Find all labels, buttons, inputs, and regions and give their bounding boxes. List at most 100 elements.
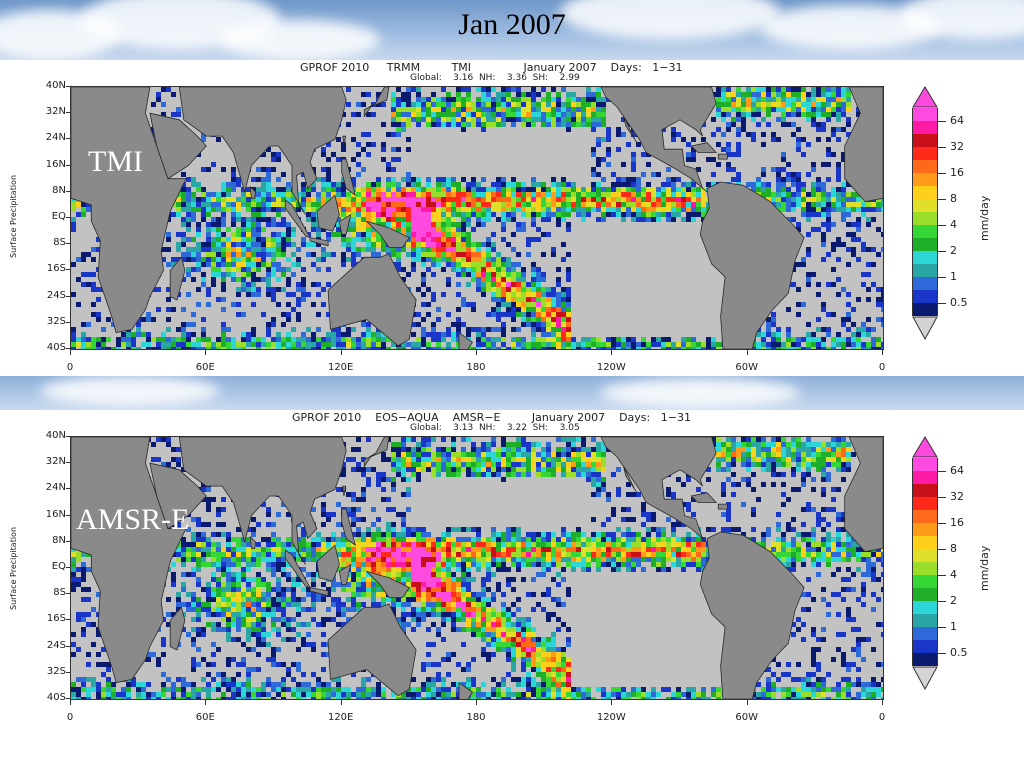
colorbar-tick-mark	[938, 627, 946, 628]
sensor-label: TMI	[88, 145, 143, 178]
colorbar-segment	[912, 601, 938, 614]
latitude-tick-mark	[66, 295, 70, 297]
colorbar-tick-label: 8	[950, 192, 957, 205]
sri-lanka-island	[249, 185, 256, 199]
latitude-tick-label: 8N	[52, 184, 66, 196]
colorbar-segment	[912, 238, 938, 251]
longitude-tick-label: 60W	[735, 362, 758, 373]
colorbar-segment	[912, 549, 938, 562]
colorbar-segment	[912, 225, 938, 238]
new-guinea-island	[366, 220, 410, 248]
longitude-tick-label: 60E	[195, 712, 215, 723]
colorbar-tick-mark	[938, 303, 946, 304]
arabia-landmass	[149, 112, 207, 180]
colorbar-tick-label: 64	[950, 114, 964, 127]
latitude-tick-mark	[66, 488, 70, 490]
colorbar-tick-label: 4	[950, 218, 957, 231]
latitude-tick-mark	[66, 217, 70, 218]
land-masses	[71, 87, 883, 349]
latitude-tick-label: 32N	[45, 106, 66, 118]
colorbar-segment	[912, 212, 938, 225]
latitude-tick-mark	[66, 593, 70, 595]
colorbar-segment	[912, 277, 938, 290]
colorbar-tick-label: 4	[950, 568, 957, 581]
colorbar-tick-mark	[938, 147, 946, 148]
latitude-tick-mark	[66, 190, 70, 192]
latitude-tick-mark	[66, 540, 70, 542]
colorbar-tick-mark	[938, 225, 946, 226]
colorbar-tick-label: 1	[950, 270, 957, 283]
precipitation-map	[70, 86, 884, 350]
latitude-tick-label: 8N	[52, 534, 66, 546]
colorbar-tick-mark	[938, 575, 946, 576]
colorbar-segment	[912, 173, 938, 186]
y-axis-title: Surface Precipitation	[9, 526, 18, 610]
latitude-tick-mark	[66, 243, 70, 245]
colorbar-tick-label: 16	[950, 166, 964, 179]
borneo-island	[316, 194, 340, 232]
latitude-tick-label: 40N	[45, 80, 66, 91]
colorbar-tick-mark	[938, 121, 946, 122]
colorbar-tick-mark	[938, 251, 946, 252]
latitude-tick-mark	[66, 138, 70, 140]
longitude-tick-label: 0	[66, 362, 74, 373]
colorbar-tick-mark	[938, 523, 946, 524]
new-guinea-island	[366, 570, 410, 598]
precipitation-map	[70, 436, 884, 700]
cuba-island	[690, 492, 718, 503]
colorbar-unit-label: mm/day	[978, 545, 991, 591]
colorbar-tick-mark	[938, 277, 946, 278]
south-america-landmass	[699, 181, 805, 349]
latitude-tick-mark	[66, 462, 70, 464]
slide-title: Jan 2007	[458, 8, 566, 41]
colorbar-min-arrow	[912, 666, 938, 690]
latitude-tick-mark	[66, 619, 70, 621]
longitude-tick-mark	[476, 700, 477, 705]
cuba-island	[690, 142, 718, 153]
longitude-tick-label: 0	[66, 712, 74, 723]
latitude-tick-mark	[66, 269, 70, 271]
longitude-tick-label: 120E	[327, 712, 354, 723]
colorbar-segment	[912, 575, 938, 588]
colorbar	[912, 86, 938, 340]
latitude-tick-mark	[66, 112, 70, 114]
colorbar-tick-label: 16	[950, 516, 964, 529]
colorbar-segment	[912, 458, 938, 471]
colorbar-segment	[912, 199, 938, 212]
japan-island	[363, 87, 390, 118]
sumatra-island	[284, 549, 311, 589]
north-america-landmass	[600, 87, 717, 193]
latitude-tick-label: 24S	[46, 289, 66, 301]
africa-west-edge	[844, 437, 883, 553]
colorbar-segment	[912, 264, 938, 277]
java-island	[309, 587, 329, 597]
latitude-tick-label: 24N	[45, 482, 66, 494]
hispaniola-island	[717, 503, 728, 510]
panel-header-line1: GPROF 2010 EOS−AQUA AMSR−E January 2007 …	[292, 411, 691, 424]
latitude-tick-label: 8S	[53, 587, 66, 599]
new-zealand-island	[458, 681, 474, 699]
latitude-tick-label: 8S	[53, 237, 66, 249]
colorbar-segment	[912, 523, 938, 536]
colorbar-tick-mark	[938, 653, 946, 654]
colorbar-segment	[912, 121, 938, 134]
colorbar-tick-label: 0.5	[950, 296, 968, 309]
latitude-tick-label: 32S	[46, 665, 66, 677]
panel-header-line1: GPROF 2010 TRMM TMI January 2007 Days: 1…	[300, 61, 683, 74]
colorbar-segment	[912, 653, 938, 666]
sri-lanka-island	[249, 535, 256, 549]
philippines-island	[341, 158, 356, 197]
asia-landmass	[178, 437, 347, 565]
sulawesi-island	[338, 563, 352, 585]
latitude-tick-mark	[66, 671, 70, 673]
baja-peninsula	[623, 466, 638, 493]
colorbar	[912, 436, 938, 690]
colorbar-segment	[912, 627, 938, 640]
colorbar-tick-label: 32	[950, 140, 964, 153]
australia-landmass	[327, 253, 417, 347]
longitude-tick-label: 120W	[596, 362, 626, 373]
colorbar-min-arrow	[912, 316, 938, 340]
latitude-tick-label: 16N	[45, 158, 66, 170]
latitude-tick-mark	[66, 436, 70, 437]
colorbar-segment	[912, 562, 938, 575]
